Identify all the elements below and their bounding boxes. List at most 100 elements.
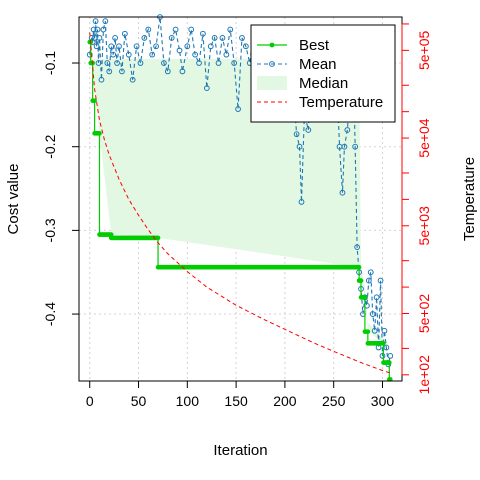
mean-point (114, 60, 120, 66)
x-axis: 0 50 100 150 200 250 300 (86, 380, 394, 409)
right-tick-label: 5e+03 (416, 206, 432, 246)
mean-point (104, 60, 111, 66)
right-axis-title: Temperature (461, 157, 478, 241)
x-tick-label: 100 (176, 393, 200, 409)
legend-temperature-label: Temperature (299, 94, 383, 111)
mean-point (172, 26, 179, 33)
mean-point (203, 85, 210, 92)
mean-point (369, 311, 376, 317)
mean-point (365, 277, 372, 284)
mean-point (137, 60, 144, 66)
right-tick-label: 1e+02 (416, 355, 432, 395)
mean-point (373, 294, 380, 301)
mean-point (239, 35, 245, 41)
mean-point (98, 76, 105, 83)
right-tick-label: 5e+04 (416, 118, 432, 158)
mean-point (125, 51, 132, 58)
mean-point (129, 76, 136, 83)
mean-point (188, 26, 195, 33)
y-tick-label: -0.3 (42, 218, 58, 242)
legend-box (250, 24, 396, 123)
best-point (365, 329, 371, 334)
best-point (387, 377, 393, 382)
mean-point (352, 143, 359, 150)
best-point (381, 341, 386, 346)
mean-point (211, 35, 218, 41)
mean-point (96, 35, 103, 41)
x-tick-label: 250 (322, 393, 346, 409)
mean-point (381, 327, 388, 334)
mean-point (141, 35, 148, 41)
y-tick-label: -0.1 (42, 51, 58, 75)
mean-point (102, 18, 109, 25)
legend-mean-label: Mean (299, 56, 337, 73)
best-point (362, 295, 368, 300)
mean-point (341, 143, 348, 150)
temperature-line (89, 32, 391, 374)
y-tick-label: -0.2 (42, 134, 58, 158)
mean-point (387, 352, 394, 359)
best-series (87, 39, 393, 382)
mean-point (121, 30, 128, 37)
mean-point (192, 51, 199, 58)
best-point (97, 131, 102, 136)
mean-point (90, 26, 97, 33)
mean-point (377, 277, 384, 284)
mean-point (93, 43, 100, 50)
x-axis-title: Iteration (213, 442, 267, 459)
mean-point (153, 43, 159, 50)
right-tick-label: 5e+02 (416, 294, 432, 334)
x-tick-label: 200 (273, 393, 297, 409)
x-tick-label: 0 (86, 393, 94, 409)
mean-point (371, 327, 378, 334)
best-point (387, 360, 392, 365)
mean-point (219, 35, 226, 41)
x-tick-label: 50 (131, 393, 147, 409)
mean-point (176, 47, 183, 54)
mean-point (95, 60, 102, 66)
mean-point (293, 131, 300, 138)
mean-series (86, 14, 394, 368)
y-axis-title: Cost value (5, 164, 22, 235)
best-point (92, 98, 97, 103)
mean-point (164, 68, 171, 75)
best-point (155, 235, 161, 241)
mean-point (112, 35, 119, 41)
y-tick-label: -0.4 (42, 302, 58, 326)
mean-point (354, 244, 361, 251)
mean-point (145, 26, 152, 33)
mean-point (367, 269, 374, 276)
best-point (356, 264, 362, 270)
right-tick-label: 5e+05 (416, 30, 432, 70)
mean-point (92, 18, 99, 25)
legend-best-point (269, 42, 275, 48)
best-point (358, 278, 364, 283)
mean-point (116, 43, 122, 50)
mean-point (242, 43, 249, 50)
mean-point (149, 51, 156, 58)
temperature-series (89, 32, 391, 374)
mean-point (184, 43, 191, 50)
mean-point (110, 51, 117, 58)
mean-point (215, 60, 222, 66)
mean-point (119, 68, 125, 75)
mean-point (108, 43, 115, 50)
mean-point (298, 199, 305, 205)
mean-point (160, 60, 167, 66)
legend-mean-point (269, 61, 275, 67)
right-axis: 1e+02 5e+02 5e+03 5e+04 5e+05 (401, 23, 432, 395)
mean-point (94, 26, 101, 33)
legend-median-label: Median (299, 75, 348, 92)
legend: Best Mean Median Temperature (250, 24, 396, 123)
mean-point (196, 60, 202, 66)
mean-point (305, 127, 312, 133)
mean-point (235, 106, 241, 112)
mean-point (379, 352, 386, 359)
mean-point (179, 68, 186, 75)
legend-median-swatch (257, 76, 287, 90)
mean-point (207, 43, 214, 50)
legend-best-label: Best (299, 37, 330, 54)
mean-point (168, 35, 175, 41)
y-axis: -0.1 -0.2 -0.3 -0.4 (42, 51, 80, 326)
